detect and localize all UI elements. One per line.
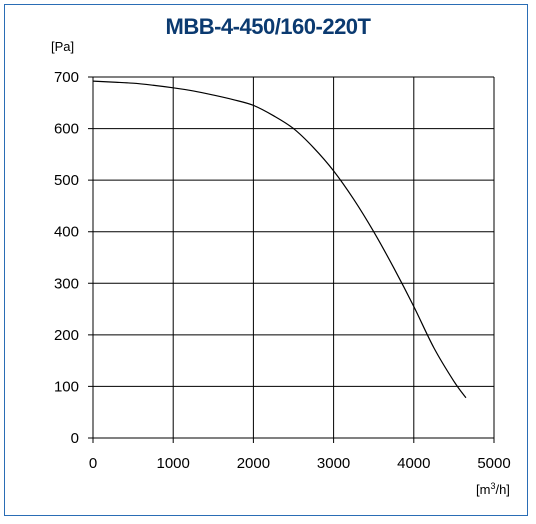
y-tick-label-600: 600 xyxy=(54,121,79,138)
y-tick-label-0: 0 xyxy=(71,430,79,447)
x-tick-label-4000: 4000 xyxy=(397,455,430,472)
y-axis-label: [Pa] xyxy=(51,39,74,54)
y-tick-label-200: 200 xyxy=(54,327,79,344)
y-tick-label-400: 400 xyxy=(54,224,79,241)
axis-labels: 0 1000 2000 3000 4000 5000 0 100 200 300 400 500 600… xyxy=(54,69,511,472)
x-axis-label-tail: /h] xyxy=(495,482,509,497)
y-tick-label-300: 300 xyxy=(54,275,79,292)
series-layer xyxy=(92,80,467,399)
chart-title: MBB-4-450/160-220T xyxy=(165,14,371,39)
y-tick-label-100: 100 xyxy=(54,378,79,395)
grid xyxy=(88,76,495,443)
y-tick-label-500: 500 xyxy=(54,172,79,189)
chart-frame xyxy=(4,4,528,516)
x-tick-label-2000: 2000 xyxy=(237,455,270,472)
x-axis-label-base: [m xyxy=(476,482,490,497)
x-tick-label-5000: 5000 xyxy=(477,455,510,472)
x-axis-label-sup: 3 xyxy=(490,481,495,491)
x-tick-label-3000: 3000 xyxy=(317,455,350,472)
x-axis-label: [m3/h] xyxy=(476,481,510,497)
y-tick-label-700: 700 xyxy=(54,69,79,86)
x-tick-label-1000: 1000 xyxy=(157,455,190,472)
series-line-0 xyxy=(92,80,467,399)
x-tick-label-0: 0 xyxy=(89,455,97,472)
